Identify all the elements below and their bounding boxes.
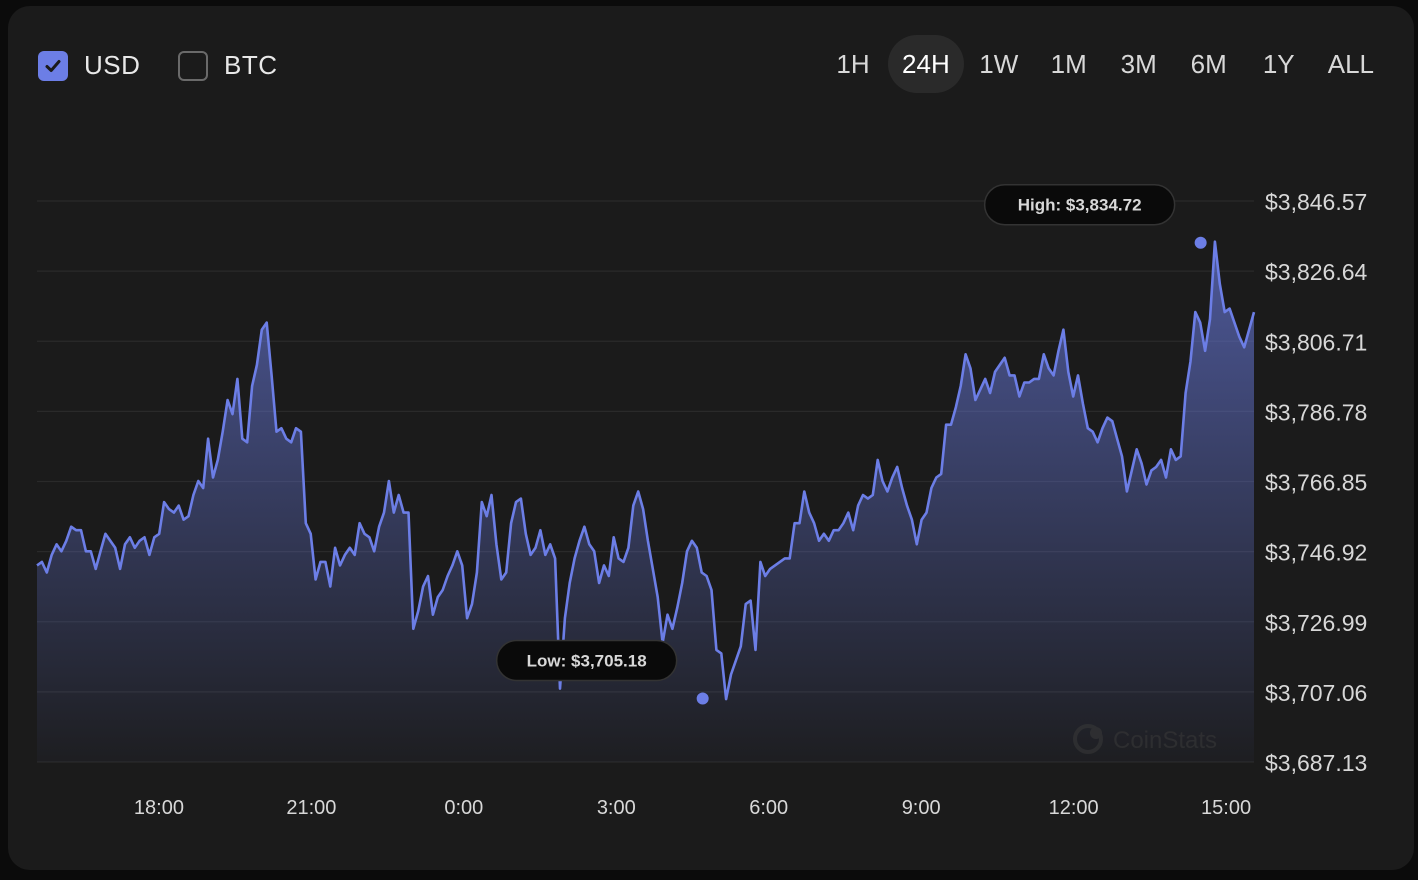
range-1w[interactable]: 1W <box>979 48 1019 79</box>
price-chart[interactable]: $3,846.57 $3,826.64 $3,806.71 $3,786.78 $3,7… <box>8 6 1414 870</box>
y-tick-label: $3,786.78 <box>1265 399 1367 425</box>
y-tick-label: $3,746.92 <box>1265 540 1367 566</box>
btc-toggle[interactable]: BTC <box>178 50 278 81</box>
btc-label: BTC <box>224 50 278 80</box>
y-tick-label: $3,826.64 <box>1265 259 1368 285</box>
x-tick-label: 21:00 <box>286 797 336 819</box>
time-range-selector: 1H 24H 1W 1M 3M 6M 1Y ALL <box>818 35 1388 93</box>
price-line <box>36 240 1256 701</box>
watermark-text: CoinStats <box>1113 727 1217 754</box>
range-all[interactable]: ALL <box>1327 48 1374 79</box>
y-tick-label: $3,707.06 <box>1265 680 1367 706</box>
usd-toggle[interactable]: USD <box>38 50 140 81</box>
x-tick-label: 15:00 <box>1201 797 1251 819</box>
x-tick-label: 0:00 <box>444 797 483 819</box>
low-point <box>696 692 709 705</box>
x-tick-label: 6:00 <box>749 797 788 819</box>
x-tick-label: 3:00 <box>597 797 636 819</box>
usd-label: USD <box>84 50 141 80</box>
y-tick-label: $3,766.85 <box>1265 470 1367 496</box>
high-label: High: $3,834.72 <box>1018 196 1142 215</box>
high-point <box>1194 236 1207 249</box>
range-1h[interactable]: 1H <box>836 48 870 79</box>
range-1m[interactable]: 1M <box>1050 48 1087 79</box>
price-chart-card: USD BTC 1H 24H 1W 1M 3M 6M 1Y ALL $3,846… <box>8 6 1414 870</box>
low-marker: Low: $3,705.18 <box>495 639 709 705</box>
low-label: Low: $3,705.18 <box>527 651 647 670</box>
x-axis-labels: 18:00 21:00 0:00 3:00 6:00 9:00 12:00 15:00 <box>134 797 1251 819</box>
x-tick-label: 9:00 <box>902 797 941 819</box>
checkmark-icon <box>45 59 61 72</box>
price-area-fill <box>37 241 1254 762</box>
range-1y[interactable]: 1Y <box>1262 48 1295 79</box>
y-tick-label: $3,806.71 <box>1265 329 1367 355</box>
usd-checkbox[interactable] <box>38 50 68 81</box>
range-6m[interactable]: 6M <box>1190 48 1227 79</box>
high-marker: High: $3,834.72 <box>983 183 1207 249</box>
watermark: CoinStats <box>1073 724 1217 754</box>
y-tick-label: $3,846.57 <box>1265 189 1367 215</box>
y-axis-labels: $3,846.57 $3,826.64 $3,806.71 $3,786.78 $3,7… <box>1265 189 1368 776</box>
y-tick-label: $3,726.99 <box>1265 610 1367 636</box>
y-tick-label: $3,687.13 <box>1265 750 1367 776</box>
x-tick-label: 18:00 <box>134 797 184 819</box>
range-3m[interactable]: 3M <box>1120 48 1157 79</box>
x-tick-label: 12:00 <box>1049 797 1099 819</box>
range-24h[interactable]: 24H <box>888 35 964 93</box>
btc-checkbox[interactable] <box>178 50 208 81</box>
